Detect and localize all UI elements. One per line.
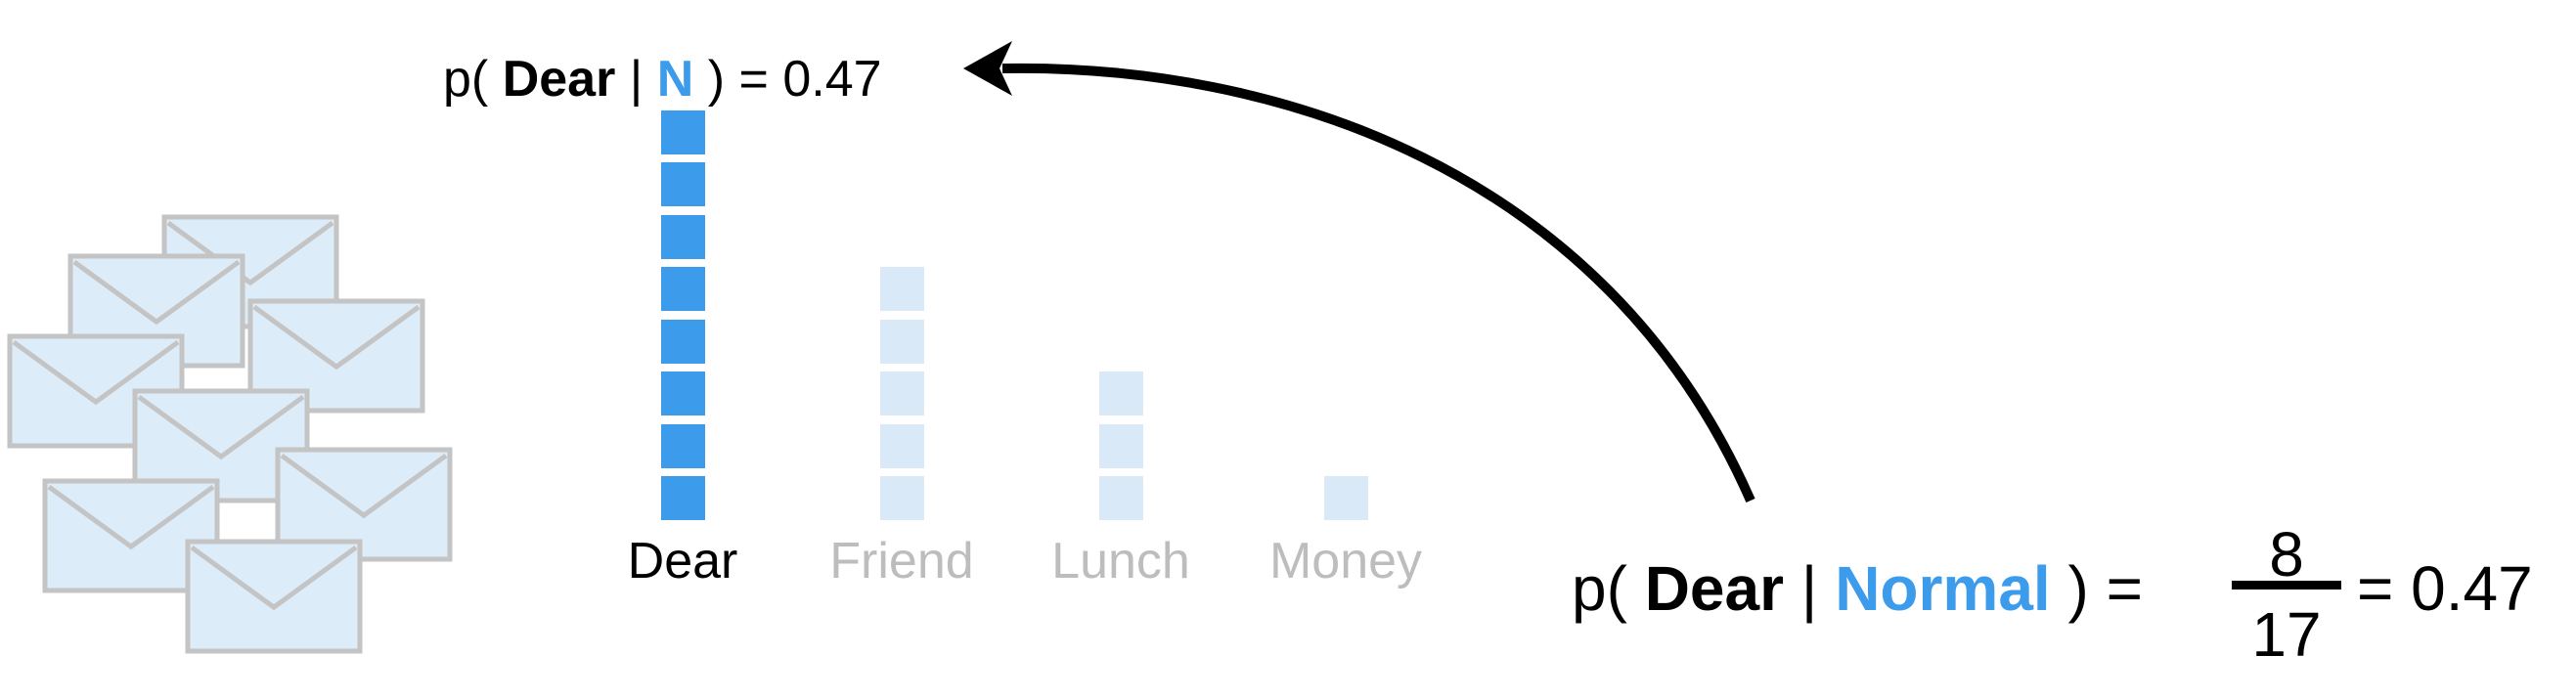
fraction-denominator: 17 <box>2251 599 2322 670</box>
bottom-eq-result: = 0.47 <box>2357 553 2533 624</box>
envelope-icon <box>185 539 363 654</box>
bar-block-friend <box>879 476 924 520</box>
arrow-head <box>963 41 1012 96</box>
bar-block-dear <box>660 476 705 520</box>
category-label-friend: Friend <box>829 533 974 590</box>
bar-block-dear <box>660 109 705 154</box>
top-eq-class: N <box>656 51 694 108</box>
top-eq-bar: | <box>629 51 644 108</box>
category-label-lunch: Lunch <box>1051 533 1190 590</box>
bar-block-lunch <box>1098 371 1143 415</box>
bottom-eq-prefix: p( <box>1572 553 1627 624</box>
bar-block-friend <box>879 371 924 415</box>
bar-block-friend <box>879 423 924 468</box>
bar-block-dear <box>660 423 705 468</box>
bottom-eq-suffix: ) = <box>2067 553 2143 624</box>
bar-block-dear <box>660 214 705 259</box>
bar-block-friend <box>879 319 924 364</box>
bar-block-dear <box>660 267 705 311</box>
category-label-dear: Dear <box>627 533 738 590</box>
bar-block-dear <box>660 319 705 364</box>
bottom-eq-word: Dear <box>1644 553 1784 624</box>
bar-block-friend <box>879 267 924 311</box>
bar-block-lunch <box>1098 476 1143 520</box>
category-label-money: Money <box>1268 533 1423 590</box>
fraction-numerator: 8 <box>2269 519 2304 590</box>
bar-block-lunch <box>1098 423 1143 468</box>
fraction-line <box>2232 581 2341 590</box>
bottom-eq-class: Normal <box>1835 553 2051 624</box>
top-equation: p( Dear | N ) = 0.47 <box>443 54 882 105</box>
bar-block-dear <box>660 162 705 206</box>
top-eq-prefix: p( <box>443 51 489 108</box>
top-eq-word: Dear <box>502 51 616 108</box>
top-eq-suffix: ) = 0.47 <box>707 51 882 108</box>
bottom-eq-bar: | <box>1800 553 1818 624</box>
bar-block-money <box>1323 476 1368 520</box>
arrow-curve <box>1001 63 1755 503</box>
bar-block-dear <box>660 371 705 415</box>
